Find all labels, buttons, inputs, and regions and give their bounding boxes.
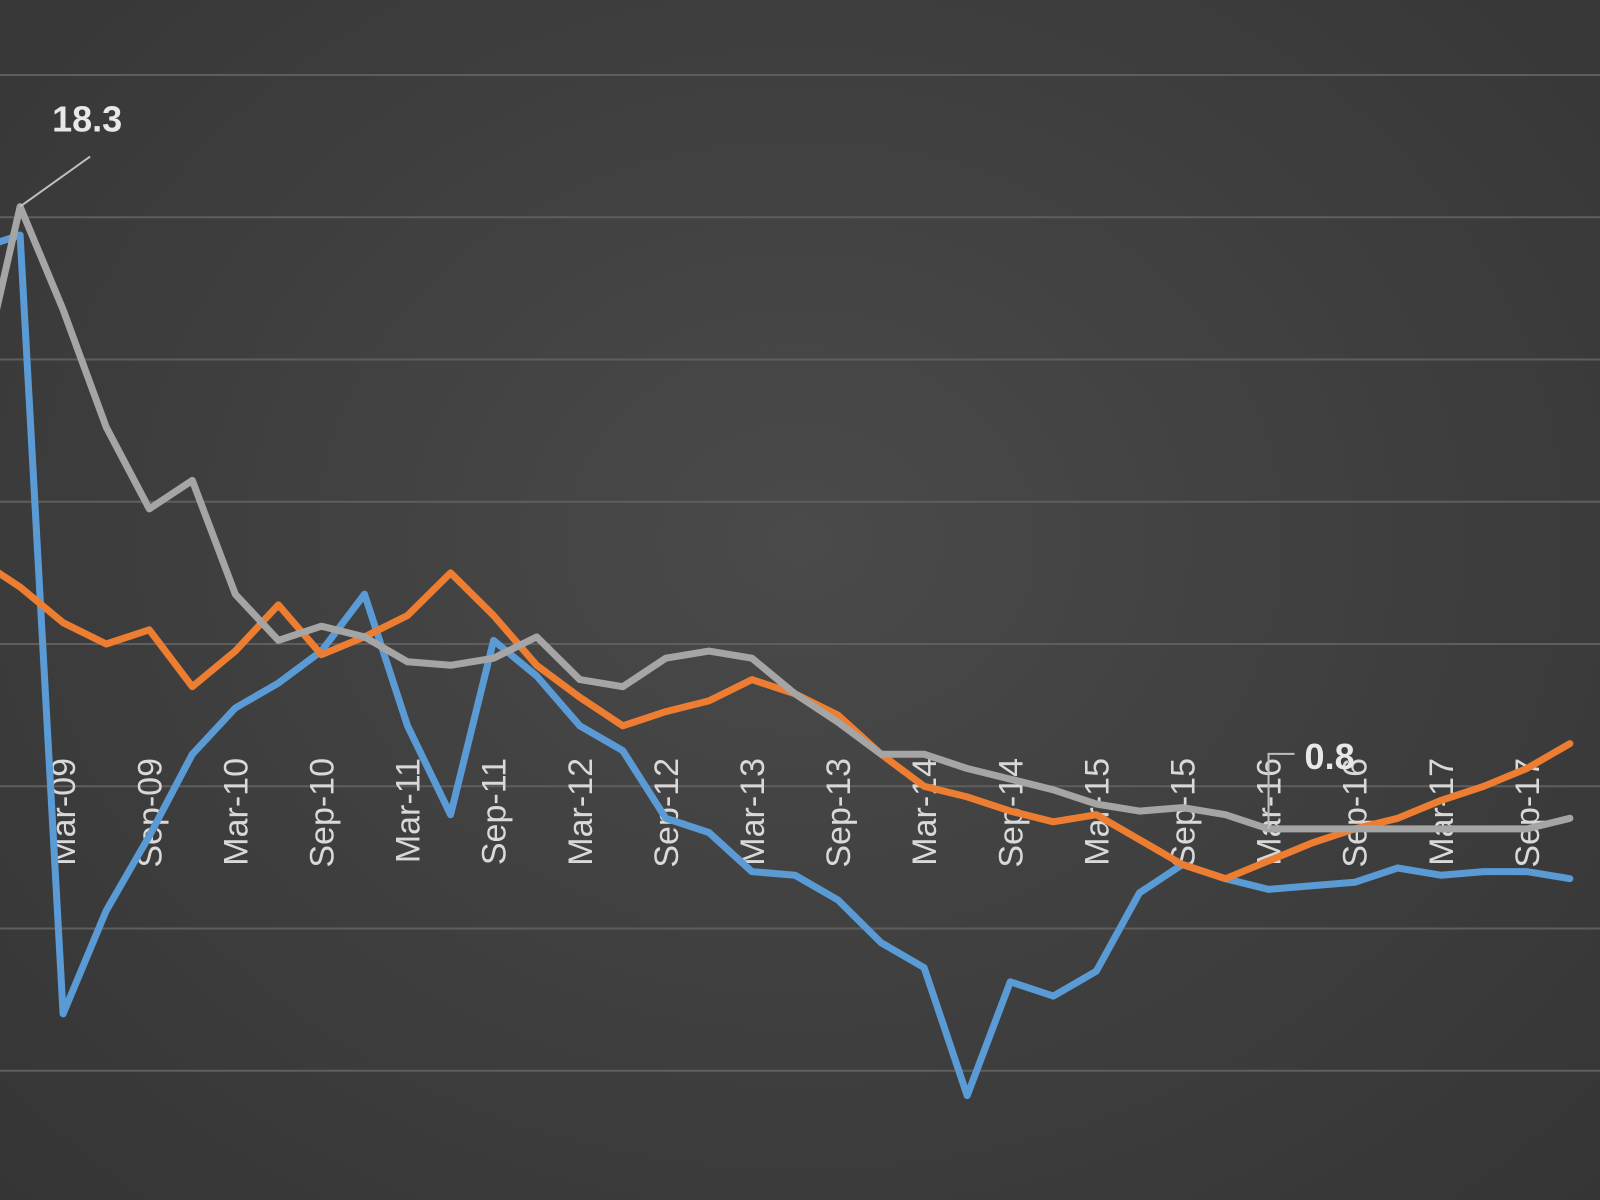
x-axis-tick-labels: Sep-08Mar-09Sep-09Mar-10Sep-10Mar-11Sep-… [45,758,1547,868]
gridlines [0,74,1600,1072]
series-line-2 [0,569,1574,883]
x-tick-label: Sep-16 [1337,758,1375,868]
x-tick-label: Mar-17 [1423,758,1461,866]
x-tick-label: Mar-11 [390,758,428,863]
x-tick-label: Mar-13 [734,758,772,866]
annotation-label: 0.8 [1305,736,1355,777]
x-tick-label: Sep-11 [476,758,514,865]
x-tick-label: Sep-12 [648,758,686,868]
series-line-3 [0,203,1574,833]
annotation-label: 18.3 [52,99,122,140]
x-tick-label: Sep-13 [820,758,858,868]
x-tick-label: Mar-10 [217,758,255,866]
x-tick-label: Sep-10 [303,758,341,868]
annotation-leader-line [19,155,91,208]
series-lines [0,203,1574,1100]
series-line-1 [0,231,1574,1100]
annotation-leader-line [1267,752,1295,829]
data-annotations: 18.3 0.8 [19,99,1355,829]
x-tick-label: Mar-12 [562,758,600,866]
